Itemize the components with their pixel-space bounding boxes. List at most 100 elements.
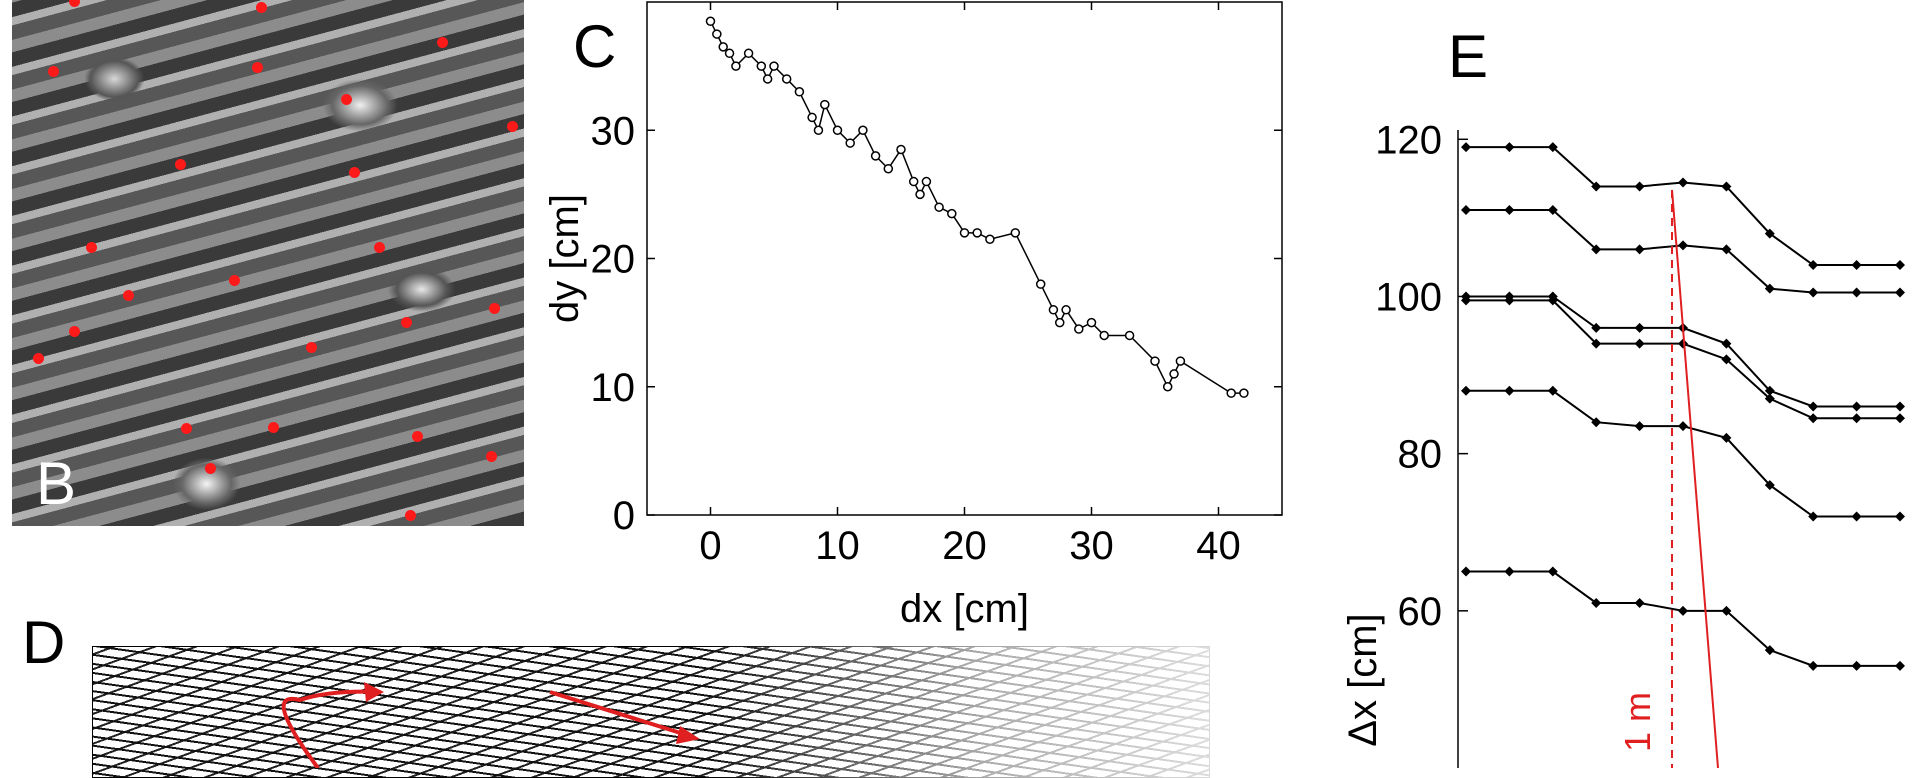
series-point — [1764, 480, 1775, 491]
trajectory-point — [731, 61, 741, 71]
reference-slope-line — [1671, 189, 1719, 768]
trajectory-point — [1169, 369, 1179, 379]
tracked-point — [349, 167, 360, 178]
trajectory-point — [908, 176, 919, 187]
series-point — [1591, 322, 1602, 333]
series-point — [1721, 181, 1732, 192]
tracked-point — [48, 66, 59, 77]
series-point — [1851, 401, 1862, 412]
trajectory-point — [959, 228, 970, 238]
series-point — [1547, 385, 1558, 396]
series-point — [1808, 260, 1819, 271]
series-point — [1764, 385, 1775, 396]
series-point — [1634, 322, 1645, 333]
trajectory-point — [858, 125, 868, 135]
series-point — [1764, 645, 1775, 656]
trajectory-point — [762, 74, 773, 84]
tracked-point — [33, 353, 44, 364]
scale-annotation: 1 m — [1617, 692, 1658, 752]
tracked-point — [256, 2, 267, 13]
series-point — [1547, 566, 1558, 577]
tracked-point — [341, 94, 352, 105]
tracked-point — [205, 463, 216, 474]
series-point — [1851, 511, 1862, 522]
y-tick-label: 20 — [591, 238, 636, 282]
panel-label-d: D — [22, 609, 66, 676]
trajectory-point — [883, 163, 894, 174]
trajectory-point — [1048, 305, 1059, 315]
series-point — [1634, 421, 1645, 432]
trajectory-point — [781, 74, 792, 84]
series-point — [1591, 597, 1602, 608]
tracked-point — [374, 242, 385, 253]
series-point — [1461, 142, 1471, 153]
series-point — [1764, 393, 1775, 404]
tracked-point — [123, 290, 134, 301]
x-tick-label: 30 — [1069, 524, 1114, 568]
trajectory-point — [705, 16, 716, 26]
series-point — [1895, 413, 1905, 424]
series-point — [1591, 338, 1602, 349]
trajectory-point — [1086, 317, 1097, 328]
series-point — [1547, 142, 1558, 153]
x-tick-label: 0 — [699, 524, 721, 568]
trajectory-point — [1035, 279, 1046, 289]
series-point — [1808, 287, 1819, 298]
flow-arrow-curved — [281, 689, 381, 768]
trajectory-point — [1061, 305, 1071, 315]
series-point — [1721, 244, 1732, 255]
trajectory-point — [845, 138, 855, 148]
panel-label-b: B — [36, 450, 77, 517]
y-tick-label: 80 — [1398, 433, 1443, 477]
trajectory-point — [820, 99, 830, 110]
tracked-point — [252, 62, 263, 73]
series-point — [1634, 338, 1645, 349]
tracked-point — [175, 159, 186, 170]
tracked-point — [437, 37, 448, 48]
tracked-point — [86, 242, 97, 253]
series-point — [1808, 660, 1819, 671]
series-point — [1851, 660, 1862, 671]
series-point — [1678, 240, 1688, 251]
series-point — [1634, 181, 1645, 192]
tracked-point — [69, 0, 80, 7]
trajectory-point — [813, 125, 824, 135]
series-point — [1678, 338, 1688, 349]
series-point — [1547, 295, 1558, 306]
trajectory-point — [915, 189, 925, 200]
tracked-point — [507, 121, 518, 132]
trajectory-point — [1074, 324, 1084, 334]
series-line — [1466, 209, 1900, 294]
series-point — [1504, 205, 1515, 216]
series-point — [1895, 287, 1905, 298]
x-axis-label: dx [cm] — [900, 587, 1029, 631]
tracked-point — [405, 510, 416, 521]
y-tick-label: 120 — [1375, 118, 1442, 162]
trajectory-point — [1099, 330, 1109, 341]
series-point — [1678, 421, 1688, 432]
series-point — [1895, 260, 1905, 271]
tracked-point — [412, 431, 423, 442]
density-map-panel-d — [92, 646, 1210, 778]
y-axis-label: dy [cm] — [543, 194, 587, 323]
trajectory-point — [921, 176, 932, 187]
trajectory-point — [1239, 388, 1249, 398]
tracked-point — [306, 342, 317, 353]
trajectory-point — [972, 228, 982, 238]
y-tick-label: 0 — [613, 494, 635, 538]
trajectory-point — [743, 48, 754, 59]
series-point — [1721, 338, 1732, 349]
series-point — [1721, 605, 1732, 616]
tracked-point — [229, 275, 240, 286]
trajectory-point — [794, 87, 805, 97]
series-point — [1895, 401, 1905, 412]
y-tick-label: 30 — [591, 109, 636, 153]
series-point — [1851, 287, 1862, 298]
series-point — [1461, 205, 1471, 216]
photo-panel-b: B — [12, 0, 524, 526]
flow-arrow-straight — [549, 690, 691, 738]
flow-arrow-straight-head — [676, 726, 700, 744]
series-point — [1634, 597, 1645, 608]
